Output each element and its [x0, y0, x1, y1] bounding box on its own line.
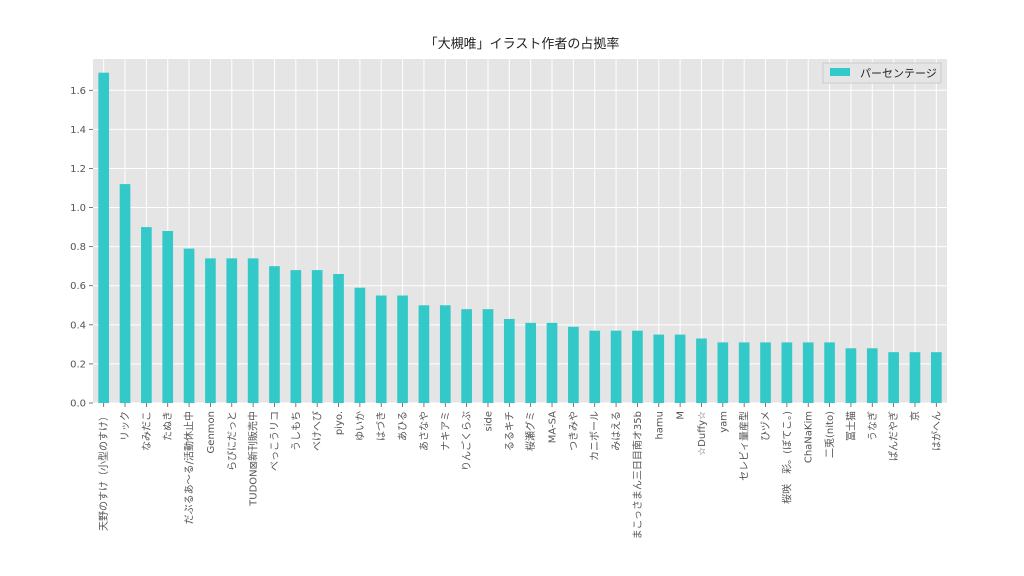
x-tick-label: 京: [908, 411, 921, 421]
bar: [397, 295, 408, 403]
x-tick-label: カニボール: [589, 411, 601, 461]
bar: [119, 184, 131, 403]
bar: [546, 322, 558, 403]
bar: [866, 348, 878, 403]
x-tick-label: はづき: [376, 411, 388, 441]
bar: [696, 338, 707, 403]
x-tick-label: 天野のすけ（小型のすけ）: [97, 411, 110, 531]
y-tick-label: 1.4: [70, 125, 86, 136]
legend-box: [822, 62, 942, 84]
x-tick-label: MA-SA: [548, 411, 559, 443]
bar: [589, 330, 601, 403]
bar: [311, 270, 323, 403]
x-tick-label: あさなや: [418, 411, 430, 451]
bar: [845, 348, 857, 403]
bar: [439, 305, 451, 403]
bar: [930, 352, 942, 403]
bar: [226, 258, 238, 403]
x-tick-label: yam: [718, 411, 729, 433]
x-tick-label: Genmon: [206, 411, 217, 453]
y-tick-label: 0.6: [70, 281, 86, 292]
legend-label: パーセンテージ: [860, 67, 937, 80]
plot-area: [93, 59, 947, 403]
x-tick-label: まこっさまん三日目南オ35b: [631, 411, 644, 539]
y-tick-label: 1.0: [70, 203, 86, 214]
x-tick-label: べけへぴ: [312, 411, 324, 451]
x-tick-label: べっこうリコ: [269, 411, 281, 471]
x-tick-label: うしもち: [290, 411, 302, 451]
bar: [781, 342, 793, 403]
x-tick-label: つきみや: [568, 411, 580, 451]
x-tick-label: ひヅメ: [760, 411, 772, 441]
bar: [375, 295, 387, 403]
x-tick-label: ナキアミ: [440, 411, 452, 451]
x-tick-label: piyo.: [334, 411, 345, 435]
bar: [418, 305, 430, 403]
x-axis-ticks: 天野のすけ（小型のすけ） リック なみだこ たぬき だぶるあ～る/活動休止中 Genmon…: [97, 403, 943, 539]
x-tick-label: hamu: [654, 411, 665, 440]
x-tick-label: ぱんだやぎ: [887, 411, 900, 461]
y-tick-label: 0.4: [70, 320, 86, 331]
bar: [824, 342, 835, 403]
y-tick-label: 0.0: [70, 399, 86, 410]
bar: [461, 309, 472, 403]
bar: [674, 334, 686, 403]
bar: [290, 270, 302, 403]
bar: [247, 258, 259, 403]
x-tick-label: TUDON⊠新刊販売中: [247, 411, 260, 507]
bar: [568, 326, 579, 403]
x-tick-label: side: [483, 411, 494, 432]
x-tick-label: あひる: [397, 411, 409, 441]
bar: [738, 342, 750, 403]
x-tick-label: リック: [120, 411, 132, 441]
bar: [269, 266, 280, 403]
bar: [354, 287, 366, 403]
bar: [888, 352, 899, 403]
x-tick-label: ChaNaKim: [804, 411, 815, 463]
y-axis-ticks: 0.0 0.2 0.4 0.6 0.8 1.0 1.2 1.4 1.6: [70, 86, 93, 410]
chart-title: 「大槻唯」イラスト作者の占拠率: [425, 36, 620, 52]
bar: [141, 227, 152, 403]
y-tick-label: 0.2: [70, 359, 86, 370]
y-tick-label: 0.8: [70, 242, 86, 253]
bars: [98, 72, 942, 403]
bar: [802, 342, 814, 403]
bar: [525, 322, 537, 403]
y-tick-label: 1.6: [70, 86, 86, 97]
x-tick-label: はがへん: [930, 411, 943, 451]
x-tick-label: セレビィ量産型: [738, 411, 751, 481]
bar: [632, 330, 643, 403]
bar: [333, 274, 344, 403]
y-tick-label: 1.2: [70, 164, 86, 175]
x-tick-label: たぬき: [162, 411, 174, 441]
x-tick-label: M: [676, 411, 687, 420]
bar: [183, 248, 195, 403]
x-tick-label: うなぎ: [866, 411, 879, 441]
bar: [162, 231, 174, 403]
bar: [482, 309, 494, 403]
bar: [760, 342, 771, 403]
legend: パーセンテージ: [822, 62, 942, 84]
x-tick-label: ☆Duffy☆: [697, 411, 708, 456]
bar: [503, 318, 515, 403]
bar: [610, 330, 622, 403]
bar: [98, 72, 110, 403]
x-tick-label: らぴにだっと: [226, 411, 238, 471]
x-tick-label: みはえる: [611, 411, 623, 451]
bar: [717, 342, 729, 403]
x-tick-label: るるキチ: [504, 411, 516, 451]
legend-swatch: [830, 68, 850, 76]
x-tick-label: ゆいか: [354, 411, 366, 441]
x-tick-label: なみだこ: [141, 411, 153, 451]
x-tick-label: 桜瀬グミ: [524, 411, 537, 451]
bar: [205, 258, 216, 403]
x-tick-label: だぶるあ～る/活動休止中: [183, 411, 196, 524]
bar: [909, 352, 921, 403]
x-tick-label: 桜咲 彩。(ぼてこ。): [780, 411, 793, 504]
x-tick-label: 二兎(nito): [824, 411, 836, 458]
x-tick-label: りんごくらぶ: [460, 411, 473, 471]
bar: [653, 334, 665, 403]
x-tick-label: 冨士猫: [844, 411, 857, 441]
